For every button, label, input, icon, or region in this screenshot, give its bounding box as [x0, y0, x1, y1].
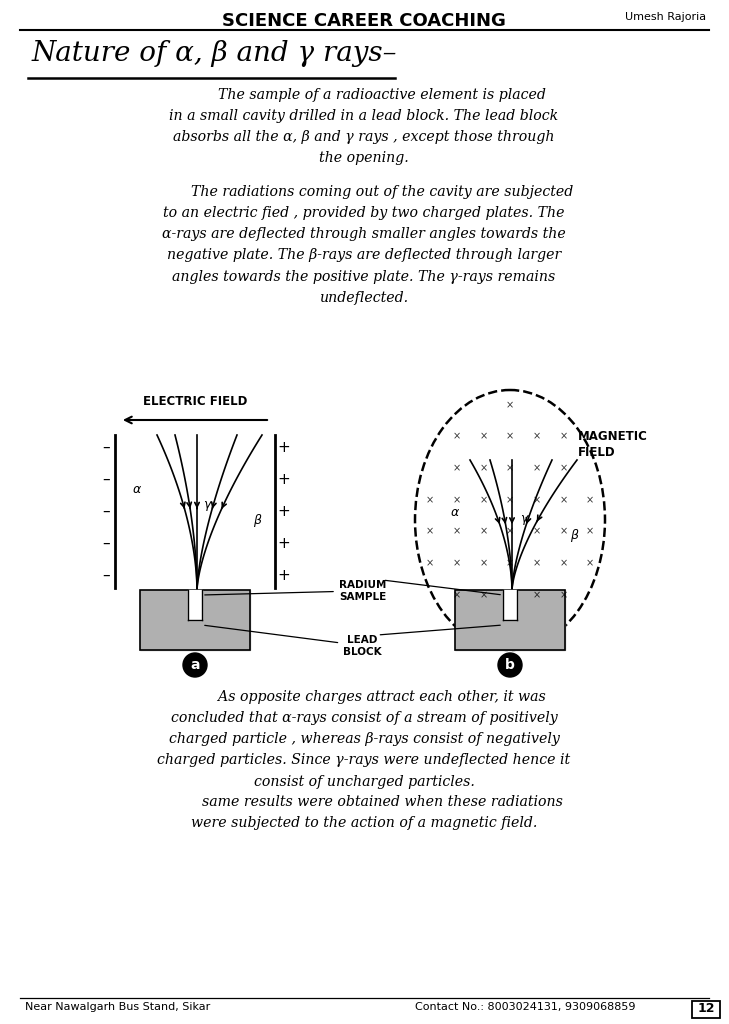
Text: ELECTRIC FIELD: ELECTRIC FIELD: [143, 395, 247, 408]
Text: RADIUM
SAMPLE: RADIUM SAMPLE: [205, 580, 386, 602]
Text: γ: γ: [203, 499, 211, 511]
Text: ×: ×: [506, 526, 514, 537]
Text: ×: ×: [559, 463, 567, 473]
Text: Nature of α, β and γ rays–: Nature of α, β and γ rays–: [32, 40, 397, 67]
Text: ×: ×: [586, 558, 594, 568]
Text: γ: γ: [520, 512, 527, 525]
Text: ×: ×: [506, 432, 514, 441]
Text: ×: ×: [559, 590, 567, 600]
Text: ×: ×: [479, 558, 488, 568]
Circle shape: [498, 653, 522, 677]
Text: ×: ×: [533, 590, 541, 600]
Text: +: +: [278, 504, 290, 518]
Text: Umesh Rajoria: Umesh Rajoria: [625, 12, 706, 22]
Bar: [140, 590, 250, 650]
Text: ×: ×: [453, 526, 461, 537]
Text: –: –: [102, 504, 110, 518]
Bar: [692, 1001, 720, 1018]
Bar: [455, 590, 565, 650]
Text: ×: ×: [533, 526, 541, 537]
Text: ×: ×: [426, 526, 434, 537]
Bar: [503, 590, 517, 620]
Text: ×: ×: [586, 526, 594, 537]
Text: ×: ×: [453, 432, 461, 441]
Text: ×: ×: [559, 558, 567, 568]
Text: ×: ×: [453, 463, 461, 473]
Text: ×: ×: [559, 432, 567, 441]
Text: ×: ×: [506, 495, 514, 505]
Text: α: α: [133, 482, 141, 496]
Text: ×: ×: [479, 432, 488, 441]
Text: ×: ×: [479, 495, 488, 505]
Text: +: +: [278, 567, 290, 583]
Bar: [140, 590, 250, 650]
Bar: [188, 590, 202, 620]
Text: β: β: [253, 514, 261, 526]
Text: ×: ×: [479, 590, 488, 600]
Text: ×: ×: [453, 590, 461, 600]
Text: ×: ×: [533, 463, 541, 473]
Text: MAGNETIC
FIELD: MAGNETIC FIELD: [578, 430, 648, 459]
Text: ×: ×: [559, 495, 567, 505]
Text: ×: ×: [533, 432, 541, 441]
Text: ×: ×: [586, 495, 594, 505]
Text: ×: ×: [479, 526, 488, 537]
Text: ×: ×: [453, 495, 461, 505]
Text: 12: 12: [697, 1002, 714, 1016]
Text: a: a: [190, 658, 200, 672]
Text: ×: ×: [479, 463, 488, 473]
Text: –: –: [102, 536, 110, 551]
Text: –: –: [102, 567, 110, 583]
Text: –: –: [102, 439, 110, 455]
Text: ×: ×: [506, 400, 514, 410]
Text: ×: ×: [506, 590, 514, 600]
Text: +: +: [278, 536, 290, 551]
Text: ×: ×: [506, 463, 514, 473]
Text: –: –: [102, 471, 110, 486]
Text: Near Nawalgarh Bus Stand, Sikar: Near Nawalgarh Bus Stand, Sikar: [25, 1002, 210, 1012]
Circle shape: [183, 653, 207, 677]
Text: β: β: [570, 529, 578, 542]
Text: same results were obtained when these radiations
were subjected to the action of: same results were obtained when these ra…: [165, 795, 563, 830]
Text: Contact No.: 8003024131, 9309068859: Contact No.: 8003024131, 9309068859: [415, 1002, 636, 1012]
Text: +: +: [278, 471, 290, 486]
Text: LEAD
BLOCK: LEAD BLOCK: [205, 626, 382, 656]
Text: ×: ×: [533, 495, 541, 505]
Text: ×: ×: [426, 558, 434, 568]
Text: ×: ×: [533, 558, 541, 568]
Text: b: b: [505, 658, 515, 672]
Text: SCIENCE CAREER COACHING: SCIENCE CAREER COACHING: [222, 12, 506, 30]
Bar: [455, 590, 565, 650]
Text: α: α: [451, 506, 459, 518]
Text: The sample of a radioactive element is placed
in a small cavity drilled in a lea: The sample of a radioactive element is p…: [169, 88, 558, 166]
Text: ×: ×: [559, 526, 567, 537]
Text: As opposite charges attract each other, it was
concluded that α-rays consist of : As opposite charges attract each other, …: [157, 690, 571, 788]
Text: ×: ×: [506, 558, 514, 568]
Text: ×: ×: [453, 558, 461, 568]
Text: ×: ×: [426, 495, 434, 505]
Text: +: +: [278, 439, 290, 455]
Text: The radiations coming out of the cavity are subjected
to an electric fied , prov: The radiations coming out of the cavity …: [155, 185, 573, 305]
